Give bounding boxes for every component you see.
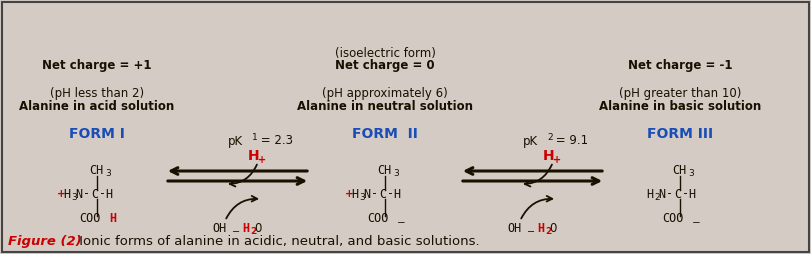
Text: CH: CH [89, 165, 103, 178]
Text: CH: CH [377, 165, 391, 178]
Text: = 2.3: = 2.3 [257, 135, 293, 148]
Text: 0: 0 [549, 223, 556, 235]
Text: Alanine in basic solution: Alanine in basic solution [599, 100, 762, 113]
Text: N: N [75, 187, 82, 200]
Text: H: H [688, 187, 695, 200]
Text: H: H [646, 187, 653, 200]
Text: (pH less than 2): (pH less than 2) [50, 87, 144, 100]
Text: Net charge = +1: Net charge = +1 [42, 59, 152, 72]
Text: −: − [232, 227, 240, 237]
Text: C: C [674, 187, 681, 200]
Text: 2: 2 [545, 228, 551, 236]
Text: Alanine in acid solution: Alanine in acid solution [19, 100, 174, 113]
Text: H: H [393, 187, 400, 200]
Text: −: − [692, 218, 701, 228]
Text: +: + [258, 155, 266, 165]
Text: H: H [351, 187, 358, 200]
Text: Alanine in neutral solution: Alanine in neutral solution [297, 100, 473, 113]
Text: H: H [109, 213, 116, 226]
Text: FORM I: FORM I [69, 127, 125, 141]
Text: pK: pK [523, 135, 539, 148]
Text: -: - [83, 187, 90, 200]
Text: pK: pK [228, 135, 243, 148]
Text: -: - [682, 187, 689, 200]
Text: Net charge = -1: Net charge = -1 [628, 59, 732, 72]
Text: +: + [345, 189, 354, 199]
Text: 3: 3 [105, 169, 111, 179]
Text: = 9.1: = 9.1 [552, 135, 588, 148]
Text: +: + [57, 189, 66, 199]
Text: N: N [363, 187, 370, 200]
Text: 2: 2 [250, 228, 256, 236]
Text: H: H [543, 149, 555, 163]
Text: COO: COO [367, 213, 388, 226]
Text: 0: 0 [254, 223, 261, 235]
Text: H: H [242, 223, 249, 235]
Text: (isoelectric form): (isoelectric form) [335, 46, 436, 59]
Text: 3: 3 [71, 194, 77, 202]
Text: H: H [537, 223, 544, 235]
Text: 2: 2 [547, 134, 552, 142]
Text: N: N [658, 187, 665, 200]
Text: -: - [387, 187, 394, 200]
Text: H: H [63, 187, 70, 200]
Text: Ionic forms of alanine in acidic, neutral, and basic solutions.: Ionic forms of alanine in acidic, neutra… [75, 235, 479, 248]
Text: COO: COO [79, 213, 101, 226]
Text: 3: 3 [688, 169, 693, 179]
Text: (pH approximately 6): (pH approximately 6) [322, 87, 448, 100]
Text: H: H [105, 187, 112, 200]
Text: −: − [397, 218, 406, 228]
Text: Net charge = 0: Net charge = 0 [335, 59, 435, 72]
Text: OH: OH [212, 223, 226, 235]
Text: C: C [91, 187, 98, 200]
Text: FORM III: FORM III [647, 127, 713, 141]
Text: 3: 3 [359, 194, 365, 202]
Text: C: C [379, 187, 386, 200]
Text: H: H [248, 149, 260, 163]
Text: −: − [527, 227, 535, 237]
Text: -: - [666, 187, 673, 200]
Text: FORM  II: FORM II [352, 127, 418, 141]
Text: 2: 2 [654, 194, 659, 202]
Text: 3: 3 [393, 169, 399, 179]
Text: Figure (2): Figure (2) [8, 235, 82, 248]
Text: +: + [553, 155, 561, 165]
Text: -: - [99, 187, 106, 200]
Text: OH: OH [507, 223, 521, 235]
Text: -: - [371, 187, 378, 200]
Text: COO: COO [662, 213, 684, 226]
Text: CH: CH [672, 165, 686, 178]
Text: 1: 1 [252, 134, 258, 142]
Text: (pH greater than 10): (pH greater than 10) [619, 87, 741, 100]
